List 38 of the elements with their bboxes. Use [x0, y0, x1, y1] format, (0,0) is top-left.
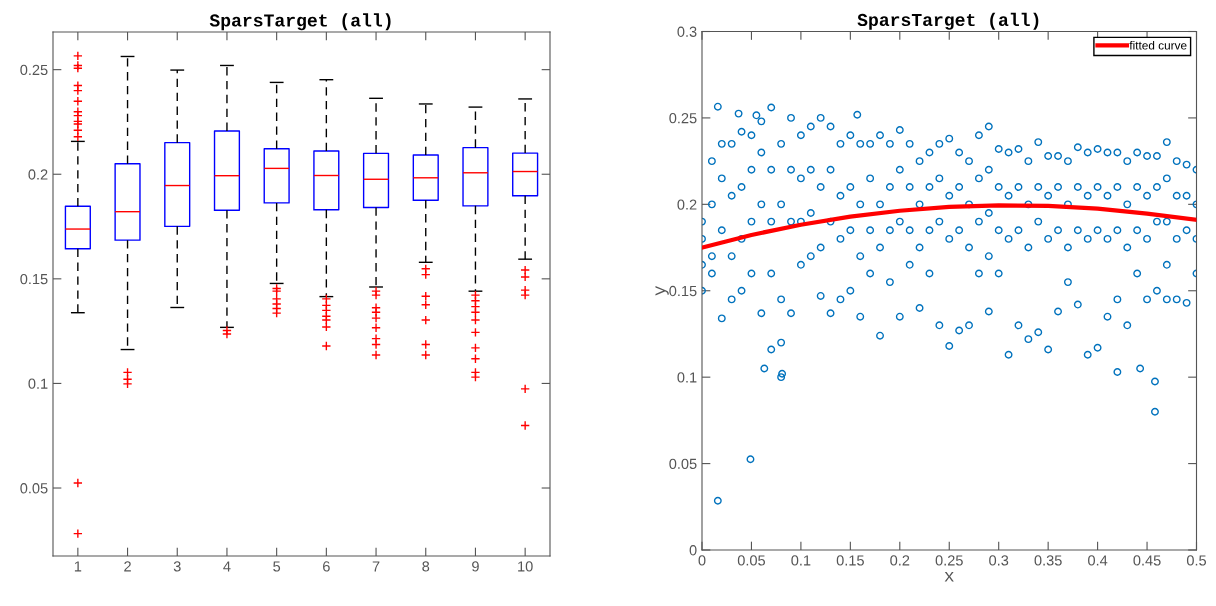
x-tick-label: 0.35 — [1034, 555, 1062, 566]
y-tick-label: 0.15 — [20, 273, 48, 285]
x-tick-label: 6 — [323, 561, 330, 572]
x-tick-label: 0.25 — [935, 555, 963, 566]
chart-title: SparsTarget (all) — [209, 13, 391, 31]
x-tick-label: 0.1 — [791, 555, 811, 566]
x-tick-label: 0 — [698, 555, 706, 566]
x-tick-label: 1 — [74, 561, 82, 572]
x-tick-label: 0.15 — [836, 555, 864, 566]
y-tick-label: 0.1 — [28, 378, 48, 389]
y-tick-label: 0.25 — [669, 113, 697, 124]
x-tick-label: 0.3 — [989, 555, 1009, 566]
x-tick-label: 0.2 — [890, 555, 910, 566]
legend-label: fitted curve — [1129, 40, 1187, 50]
x-tick-label: 0.45 — [1133, 555, 1161, 566]
y-tick-label: 0.15 — [669, 285, 697, 297]
x-tick-label: 2 — [124, 561, 131, 572]
y-tick-label: 0.2 — [28, 169, 48, 180]
y-axis-title: y — [655, 285, 669, 296]
x-tick-label: 9 — [472, 561, 479, 572]
x-tick-label: 8 — [422, 561, 430, 572]
y-tick-label: 0.25 — [20, 64, 48, 76]
x-tick-label: 7 — [372, 561, 380, 572]
x-axis-title: x — [944, 572, 954, 582]
x-tick-label: 0.5 — [1186, 555, 1207, 566]
y-tick-label: 0 — [689, 545, 697, 556]
y-tick-label: 0.05 — [20, 483, 48, 494]
y-tick-label: 0.3 — [677, 26, 697, 37]
x-tick-label: 0.05 — [737, 555, 766, 566]
x-tick-label: 0.4 — [1088, 555, 1108, 566]
x-tick-label: 5 — [273, 561, 281, 572]
x-tick-label: 3 — [173, 561, 181, 572]
x-tick-label: 4 — [223, 561, 231, 572]
y-tick-label: 0.2 — [677, 199, 697, 210]
y-tick-label: 0.1 — [677, 372, 697, 383]
y-tick-label: 0.05 — [669, 458, 697, 470]
x-tick-label: 10 — [518, 561, 533, 572]
chart-title: SparsTarget (all) — [857, 12, 1039, 30]
